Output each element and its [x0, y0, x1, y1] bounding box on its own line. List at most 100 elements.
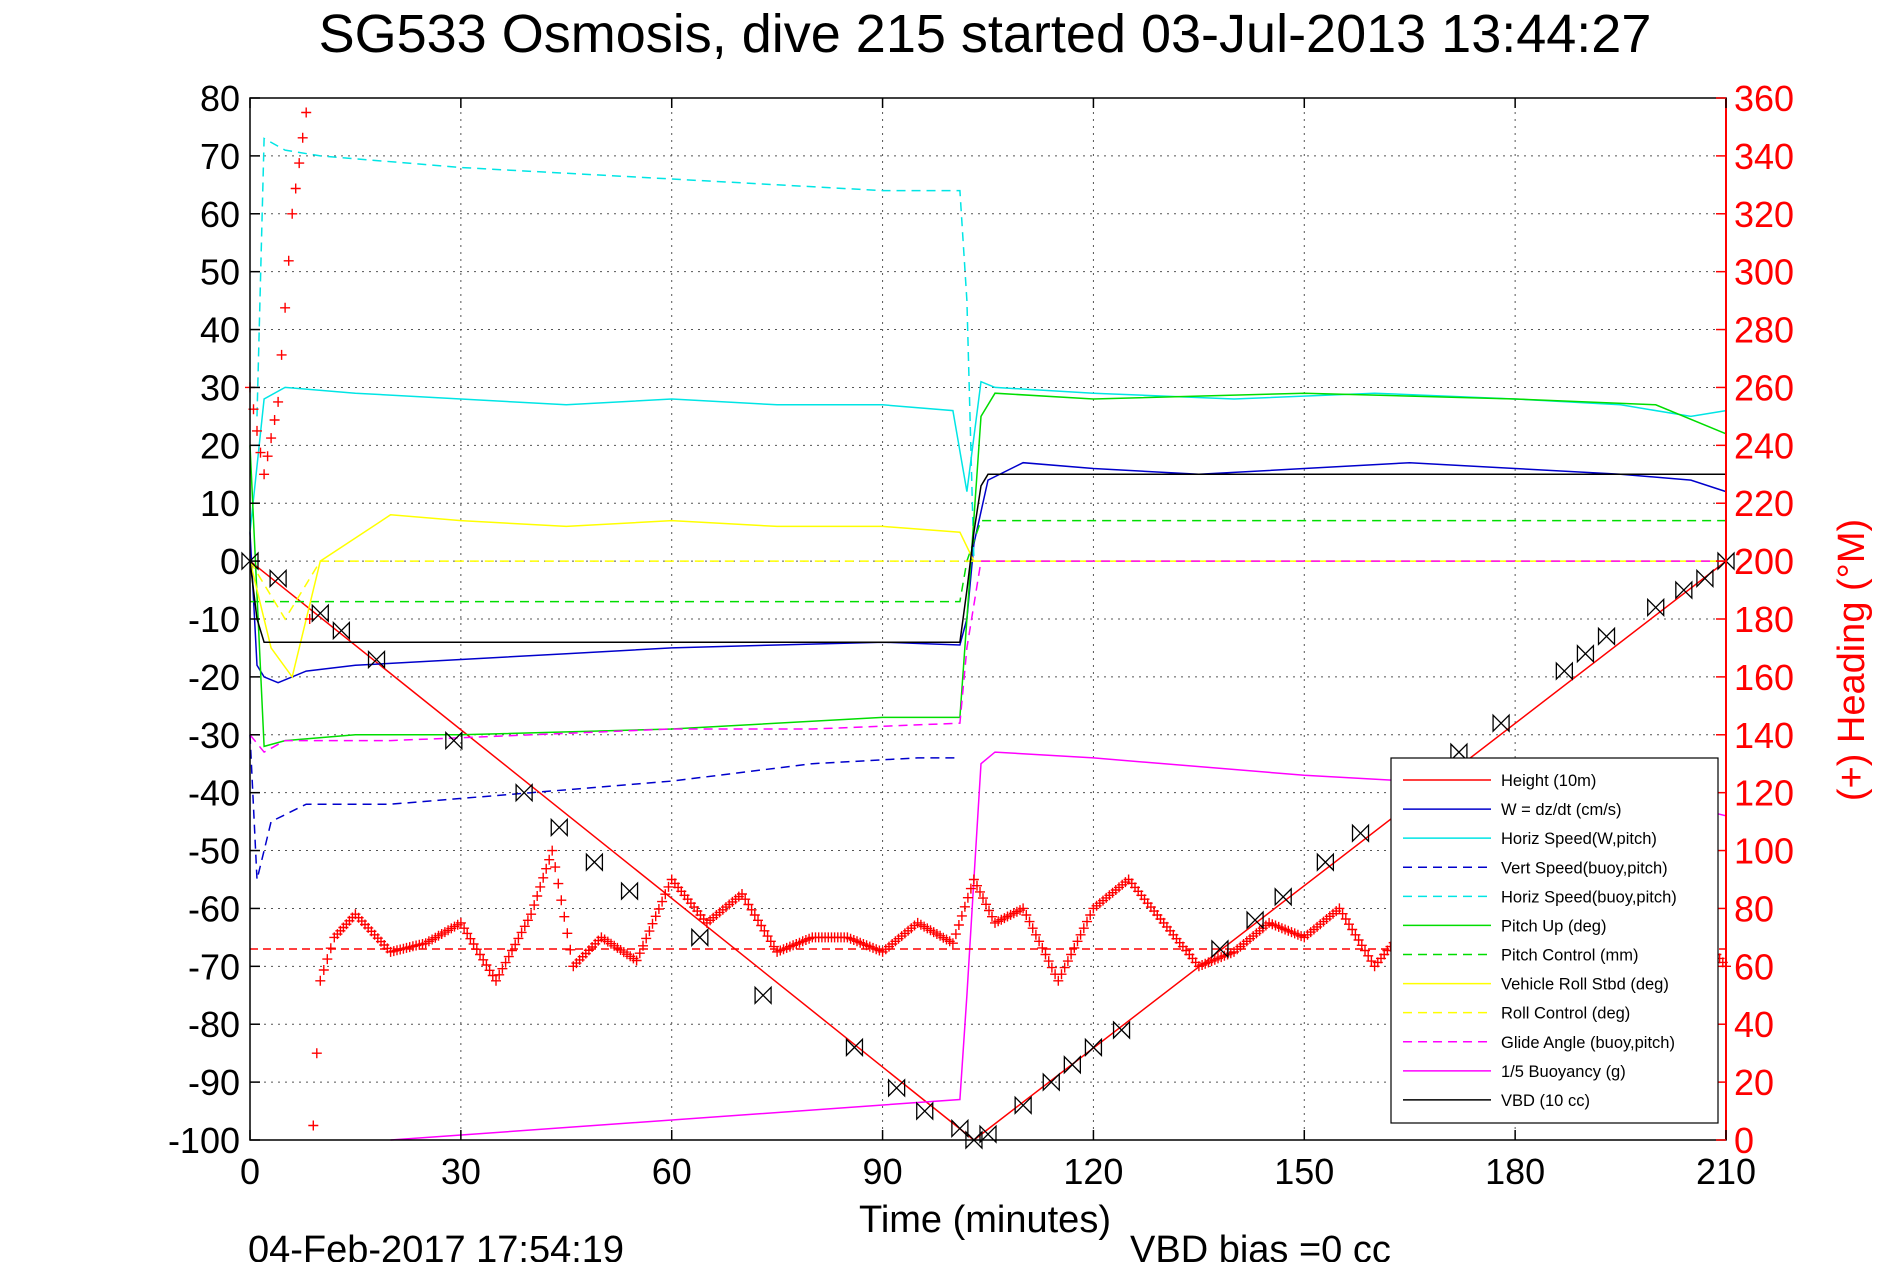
heading-point [650, 911, 661, 922]
heading-point [304, 614, 315, 624]
x-tick-label: 0 [240, 1151, 260, 1192]
heading-point [1360, 945, 1370, 956]
legend-label: Roll Control (deg) [1501, 1005, 1630, 1023]
heading-point [1078, 923, 1089, 934]
x-tick-label: 120 [1063, 1151, 1123, 1192]
y-tick-label: 60 [200, 194, 240, 235]
heading-point [1347, 924, 1358, 935]
depth-marker [550, 817, 568, 837]
heading-point [984, 905, 994, 916]
heading-point [297, 132, 308, 143]
heading-point [972, 880, 982, 891]
heading-point [266, 433, 277, 444]
heading-point [634, 948, 645, 959]
right-tick-label: 140 [1734, 715, 1794, 756]
heading-point [287, 208, 298, 219]
heading-point [519, 921, 530, 932]
heading-point [294, 158, 305, 169]
heading-point [962, 892, 973, 903]
series-line-11 [249, 473, 1726, 643]
heading-point [737, 889, 747, 899]
right-tick-label: 280 [1734, 310, 1794, 351]
heading-point [522, 915, 533, 926]
depth-marker [1112, 1020, 1131, 1040]
right-tick-label: 40 [1734, 1004, 1774, 1045]
depth-marker [916, 1101, 934, 1121]
heading-point [953, 920, 964, 930]
depth-marker [691, 927, 709, 947]
legend-label: Height (10m) [1501, 772, 1596, 790]
heading-point [252, 425, 262, 436]
heading-point [315, 975, 326, 986]
heading-point [1082, 916, 1092, 927]
depth-marker [1555, 661, 1573, 681]
heading-point [1059, 962, 1070, 973]
legend-label: 1/5 Buoyancy (g) [1501, 1063, 1626, 1081]
heading-point [968, 874, 979, 885]
y-tick-label: 20 [200, 425, 240, 466]
heading-point [507, 945, 517, 956]
heading-point [262, 451, 273, 462]
x-tick-label: 30 [441, 1151, 481, 1192]
y-tick-label: -10 [188, 599, 240, 640]
heading-point [1069, 942, 1080, 953]
heading-point [532, 891, 543, 901]
heading-point [1356, 940, 1367, 951]
heading-point [759, 925, 770, 936]
heading-point [1075, 929, 1086, 940]
depth-marker [845, 1037, 864, 1057]
heading-point [981, 899, 991, 910]
heading-point [550, 862, 561, 873]
series-line-3 [249, 734, 960, 880]
heading-point [1066, 949, 1077, 960]
x-tick-label: 150 [1274, 1151, 1334, 1192]
heading-point [259, 469, 270, 480]
right-tick-label: 20 [1734, 1062, 1774, 1103]
heading-point [273, 396, 284, 407]
depth-marker [1351, 823, 1370, 843]
legend-label: Pitch Up (deg) [1501, 917, 1606, 935]
right-tick-label: 260 [1734, 367, 1794, 408]
heading-point [455, 917, 466, 928]
heading-point [1340, 914, 1351, 924]
heading-point [756, 920, 767, 931]
depth-marker [1042, 1072, 1060, 1092]
depth-marker [1576, 644, 1595, 664]
heading-point [663, 881, 674, 892]
legend-label: Vehicle Roll Stbd (deg) [1501, 976, 1669, 994]
heading-point [311, 1048, 322, 1059]
legend-label: Horiz Speed(W,pitch) [1501, 830, 1657, 848]
heading-point [1053, 975, 1064, 986]
heading-point [743, 899, 754, 910]
depth-marker [965, 1130, 983, 1150]
heading-point [749, 910, 760, 920]
y-tick-label: 80 [200, 78, 240, 119]
heading-point [565, 944, 576, 955]
x-tick-label: 90 [863, 1151, 903, 1192]
right-tick-label: 320 [1734, 194, 1794, 235]
footer-timestamp: 04-Feb-2017 17:54:19 [248, 1229, 624, 1262]
heading-point [556, 895, 567, 906]
heading-point [1344, 919, 1354, 930]
heading-point [1366, 956, 1377, 967]
series-line-6 [250, 519, 1726, 603]
series-line-8 [249, 560, 1726, 621]
depth-marker [951, 1118, 969, 1138]
heading-point [308, 1120, 319, 1131]
depth-marker [445, 730, 463, 751]
heading-point [494, 969, 505, 980]
heading-point [762, 931, 773, 942]
heading-point [529, 900, 540, 911]
heading-point [541, 863, 552, 874]
y-tick-label: 0 [220, 541, 240, 582]
heading-point [513, 933, 524, 944]
x-axis-label: Time (minutes) [859, 1199, 1111, 1241]
heading-point [547, 845, 558, 856]
heading-point [1056, 969, 1067, 980]
y-tick-label: -50 [188, 831, 240, 872]
x-tick-label: 210 [1696, 1151, 1756, 1192]
right-tick-label: 120 [1734, 773, 1794, 814]
heading-point [465, 933, 476, 944]
heading-point [746, 904, 757, 915]
